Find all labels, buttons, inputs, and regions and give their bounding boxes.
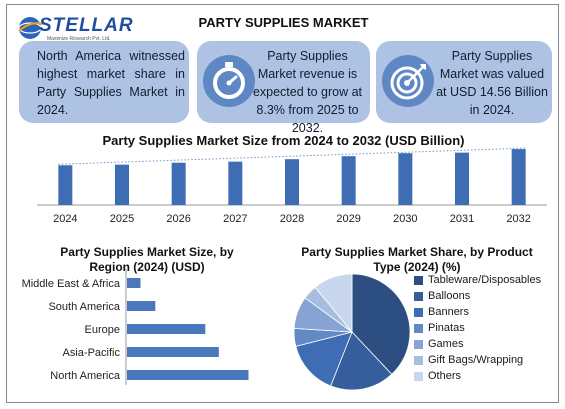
legend-label: Games [428, 338, 464, 350]
logo-subtext: Maximize Research Pvt. Ltd. [47, 36, 111, 42]
legend-swatch [414, 308, 423, 317]
trend-line [58, 147, 526, 165]
hbar-category-label: Middle East & Africa [22, 278, 121, 290]
bar-tick-label: 2027 [223, 213, 247, 225]
page-title: PARTY SUPPLIES MARKET [198, 15, 369, 30]
stopwatch-icon [203, 55, 255, 107]
legend-label: Balloons [428, 290, 471, 302]
hbar-category-label: Asia-Pacific [63, 347, 121, 359]
bar-2027 [228, 161, 243, 205]
bar-2030 [398, 153, 413, 205]
legend-swatch [414, 276, 423, 285]
bar-tick-label: 2024 [53, 213, 77, 225]
bar-tick-label: 2030 [393, 213, 417, 225]
stat-card-text: North America witnessed highest market s… [37, 49, 185, 117]
region-chart-title: Party Supplies Market Size, by Region (2… [60, 245, 234, 274]
bar-2029 [341, 156, 356, 205]
hbar-europe [127, 324, 206, 334]
bar-tick-label: 2028 [280, 213, 304, 225]
hbar-asia-pacific [127, 347, 219, 357]
bar-tick-label: 2025 [110, 213, 134, 225]
pie-slice-balloons [330, 331, 393, 391]
hbar-north-america [127, 370, 249, 380]
stat-card-text: Party Supplies Market was valued at USD … [436, 49, 548, 117]
bar-2031 [455, 152, 469, 205]
bar-2032 [511, 149, 526, 205]
bar-chart-title: Party Supplies Market Size from 2024 to … [102, 133, 465, 148]
stat-card-region: North America witnessed highest market s… [19, 41, 189, 123]
legend-swatch [414, 324, 423, 333]
hbar-category-label: North America [50, 370, 121, 382]
target-icon [382, 55, 434, 107]
hbar-category-label: South America [48, 301, 120, 313]
bar-2024 [58, 165, 73, 205]
bar-tick-label: 2029 [336, 213, 360, 225]
bar-tick-label: 2032 [506, 213, 530, 225]
globe-icon [18, 17, 43, 39]
legend-swatch [414, 372, 423, 381]
legend-label: Tableware/Disposables [428, 274, 542, 286]
hbar-south-america [127, 301, 156, 311]
pie-slice-banners [295, 331, 353, 387]
legend-label: Gift Bags/Wrapping [428, 354, 524, 366]
product-chart-title: Party Supplies Market Share, by Product … [301, 245, 533, 274]
legend-swatch [414, 340, 423, 349]
pie-slice-tableware-disposables [351, 273, 411, 375]
bar-2026 [171, 162, 186, 205]
infographic-frame: STELLAR Maximize Research Pvt. Ltd. PART… [6, 4, 559, 403]
stat-card-growth: Party Supplies Market revenue is expecte… [197, 41, 370, 135]
legend-label: Banners [428, 306, 469, 318]
charts-canvas: 2024 2025 2026 2027 2028 2029 2030 2031 2032 Nort… [22, 147, 547, 391]
hbar-category-label: Europe [85, 324, 120, 336]
pie-slice-others [314, 273, 353, 334]
bar-tick-label: 2031 [450, 213, 474, 225]
legend-label: Pinatas [428, 322, 465, 334]
stellar-logo: STELLAR Maximize Research Pvt. Ltd. [17, 11, 147, 45]
legend-swatch [414, 356, 423, 365]
hbar-middle-east-africa [127, 278, 141, 288]
stat-card-value: Party Supplies Market was valued at USD … [376, 41, 552, 123]
logo-wordmark: STELLAR [39, 15, 134, 36]
bar-2028 [285, 159, 299, 205]
bar-2025 [115, 164, 129, 205]
stat-card-text: Party Supplies Market revenue is expecte… [252, 49, 363, 135]
legend-swatch [414, 292, 423, 301]
legend-label: Others [428, 370, 462, 382]
bar-tick-label: 2026 [166, 213, 190, 225]
